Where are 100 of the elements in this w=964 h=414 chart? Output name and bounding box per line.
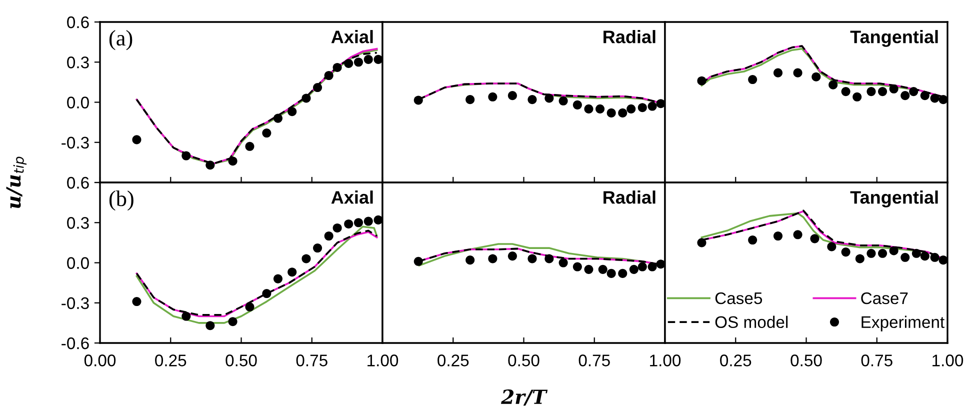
point bbox=[656, 99, 665, 108]
point bbox=[182, 151, 191, 160]
point bbox=[245, 302, 254, 312]
y-tick-label: 0.3 bbox=[67, 56, 89, 68]
point bbox=[245, 142, 254, 151]
point bbox=[930, 94, 940, 103]
point bbox=[878, 248, 888, 258]
point bbox=[912, 248, 921, 258]
point bbox=[930, 252, 940, 262]
point bbox=[354, 218, 363, 228]
point bbox=[900, 252, 910, 262]
point bbox=[855, 254, 864, 264]
point bbox=[584, 264, 594, 274]
point bbox=[364, 216, 373, 226]
legend-label: Experiment bbox=[862, 316, 944, 332]
point bbox=[132, 135, 142, 144]
point bbox=[344, 219, 354, 228]
point bbox=[332, 62, 342, 72]
point bbox=[852, 92, 862, 102]
x-axis-title: 2r/T bbox=[500, 389, 548, 406]
x-tick-label: 0.50 bbox=[226, 354, 257, 366]
annotation: Radial bbox=[604, 190, 656, 204]
x-tick-label: 0.50 bbox=[508, 354, 540, 366]
point bbox=[344, 58, 354, 68]
point bbox=[488, 92, 498, 102]
annotation: (b) bbox=[109, 190, 134, 211]
point bbox=[206, 160, 215, 170]
point bbox=[841, 248, 850, 257]
point bbox=[414, 96, 423, 105]
point bbox=[618, 108, 628, 118]
annotation: (a) bbox=[109, 30, 132, 50]
point bbox=[324, 70, 334, 80]
x-tick-label: 0.75 bbox=[578, 354, 610, 366]
point bbox=[324, 231, 334, 241]
annotation: Tangential bbox=[850, 190, 938, 208]
point bbox=[866, 87, 876, 96]
y-tick-label: 0.6 bbox=[67, 16, 89, 28]
point bbox=[648, 262, 657, 272]
x-tick-label: 0.75 bbox=[861, 354, 892, 366]
point bbox=[827, 242, 836, 252]
point bbox=[558, 258, 568, 268]
point bbox=[938, 95, 948, 104]
point bbox=[273, 274, 282, 284]
point bbox=[638, 103, 647, 112]
point bbox=[273, 114, 282, 123]
point bbox=[793, 68, 802, 78]
point bbox=[773, 68, 783, 78]
x-tick-label: 0.25 bbox=[155, 354, 186, 366]
point bbox=[878, 87, 888, 96]
point bbox=[697, 238, 706, 248]
point bbox=[302, 254, 311, 264]
annotation: Radial bbox=[604, 30, 656, 44]
point bbox=[598, 264, 608, 274]
point bbox=[656, 260, 665, 269]
point bbox=[638, 262, 647, 272]
x-tick-label: 1.00 bbox=[368, 354, 398, 366]
point bbox=[648, 102, 657, 111]
point bbox=[584, 104, 594, 114]
point bbox=[697, 76, 706, 86]
point bbox=[302, 94, 311, 103]
point bbox=[374, 215, 382, 224]
point bbox=[466, 256, 475, 265]
point bbox=[889, 246, 898, 256]
point bbox=[572, 262, 582, 272]
x-tick-label: 1.00 bbox=[932, 354, 964, 366]
point bbox=[364, 54, 373, 64]
point bbox=[528, 254, 537, 264]
x-tick-label: 0.00 bbox=[84, 354, 116, 366]
point bbox=[288, 268, 297, 277]
y-tick-label: 0.3 bbox=[67, 217, 89, 229]
point bbox=[889, 84, 898, 94]
annotation: Tangential bbox=[850, 30, 938, 47]
point bbox=[572, 100, 582, 110]
x-tick-label: 0.25 bbox=[438, 354, 469, 366]
point bbox=[596, 104, 605, 114]
point bbox=[606, 108, 616, 118]
x-tick-label: 0.75 bbox=[296, 354, 328, 366]
y-tick-label: 0.0 bbox=[67, 257, 89, 269]
annotation: Axial bbox=[331, 190, 373, 204]
point bbox=[626, 104, 636, 114]
point bbox=[313, 83, 322, 92]
point bbox=[332, 223, 342, 232]
legend-label: Case5 bbox=[715, 292, 762, 304]
y-tick-label: 0.0 bbox=[67, 96, 89, 108]
point bbox=[841, 87, 850, 96]
y-tick-label: -0.3 bbox=[62, 136, 89, 149]
point bbox=[748, 236, 758, 245]
point bbox=[228, 317, 238, 326]
legend-label: Case7 bbox=[861, 292, 908, 304]
point bbox=[606, 268, 616, 278]
point bbox=[810, 234, 820, 244]
y-tick-label: -0.6 bbox=[62, 337, 89, 350]
point bbox=[793, 230, 802, 240]
point bbox=[629, 264, 638, 274]
point bbox=[938, 256, 948, 265]
point bbox=[414, 256, 423, 266]
point bbox=[262, 128, 272, 138]
legend-label: OS model bbox=[715, 316, 788, 328]
point bbox=[206, 321, 215, 330]
y-axis-title: u/u$_{tip}$ bbox=[6, 156, 27, 208]
